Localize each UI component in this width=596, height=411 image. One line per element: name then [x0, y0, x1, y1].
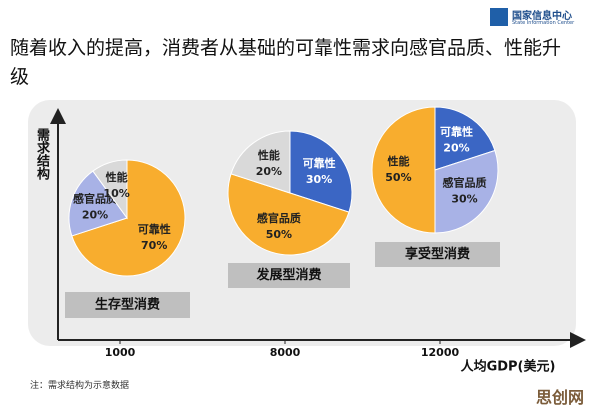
slice-name: 感官品质: [73, 192, 117, 206]
slice-value: 30%: [306, 173, 332, 186]
title: 随着收入的提高，消费者从基础的可靠性需求向感官品质、性能升级: [10, 37, 562, 88]
slice-value: 20%: [82, 209, 108, 222]
x-tick-label: 8000: [270, 346, 301, 359]
stage-box: [375, 242, 500, 267]
stage-label: 生存型消费: [95, 297, 160, 313]
x-tick-label: 1000: [105, 346, 136, 359]
logo-icon: [490, 8, 508, 26]
note: 注：需求结构为示意数据: [30, 381, 130, 391]
slice-value: 20%: [256, 165, 282, 178]
slice-name: 可靠性: [303, 156, 336, 170]
stage-box: [65, 292, 190, 318]
stage-label: 发展型消费: [255, 267, 321, 283]
slice-name: 感官品质: [443, 175, 487, 189]
x-tick-label: 12000: [421, 346, 460, 359]
slice-name: 性能: [106, 170, 128, 184]
logo-en: State Information Center: [512, 20, 575, 26]
slice-value: 50%: [266, 228, 292, 241]
slice-value: 20%: [443, 141, 469, 154]
pie-slice: [92, 159, 128, 220]
pie-slice: [434, 106, 496, 171]
slice-name: 性能: [258, 148, 280, 162]
x-axis-label: 人均GDP(美元): [461, 359, 556, 375]
slice-value: 50%: [385, 171, 411, 184]
pie-slice: [230, 130, 291, 194]
pie-slice: [371, 106, 436, 234]
slice-name: 可靠性: [440, 124, 473, 138]
slice-name: 性能: [387, 154, 409, 168]
stage-box: [228, 263, 350, 288]
slice-name: 感官品质: [257, 211, 301, 225]
slice-value: 70%: [141, 239, 167, 252]
y-axis-label: 需求结构: [34, 128, 49, 180]
slice-value: 10%: [103, 187, 129, 200]
logo-cn: 国家信息中心: [512, 11, 572, 22]
pie-slice: [68, 170, 128, 237]
pie-slice: [71, 159, 186, 277]
pie-slice: [227, 173, 350, 256]
slice-name: 可靠性: [138, 222, 171, 236]
pie-slice: [434, 149, 499, 234]
watermark: 思创网: [536, 388, 585, 407]
slice-value: 30%: [451, 192, 477, 205]
pie-slice: [289, 130, 353, 213]
stage-label: 享受型消费: [405, 246, 470, 262]
